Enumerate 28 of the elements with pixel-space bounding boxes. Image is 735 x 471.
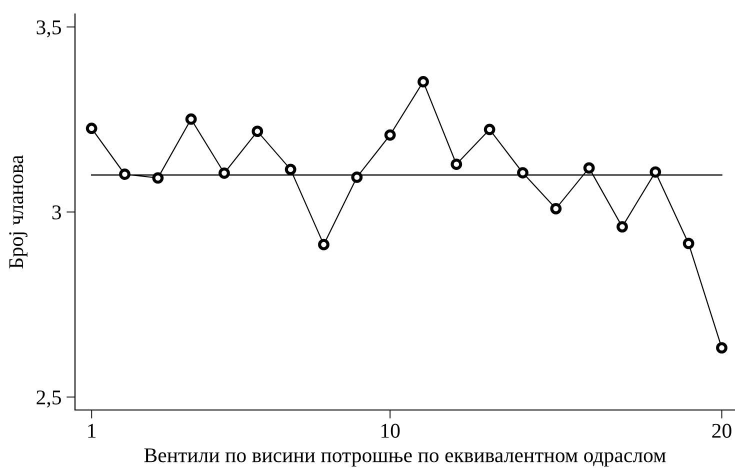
point — [252, 126, 264, 138]
y-tick-label: 3 — [52, 205, 61, 220]
point — [218, 167, 230, 179]
point — [351, 172, 363, 183]
point — [583, 162, 595, 174]
point — [384, 129, 396, 141]
point — [450, 158, 462, 170]
x-tick-label: 20 — [712, 424, 732, 438]
x-tick-label: 1 — [88, 424, 96, 438]
point — [484, 124, 496, 136]
point — [119, 168, 130, 180]
y-tick-label: 2,5 — [36, 390, 61, 408]
y-axis-title: Број чланова — [9, 155, 28, 269]
x-tick-label: 10 — [381, 424, 400, 438]
point — [616, 221, 628, 232]
point — [682, 238, 694, 250]
point — [284, 164, 296, 176]
point — [716, 342, 728, 354]
point — [650, 166, 662, 178]
point — [152, 172, 164, 184]
point — [418, 76, 429, 88]
point — [185, 113, 197, 125]
point — [318, 238, 330, 250]
point — [517, 167, 528, 178]
point — [550, 202, 562, 214]
point — [86, 122, 98, 134]
y-tick-label: 3,5 — [36, 20, 61, 38]
x-axis-title: Вентили по висини потрошње по еквивалентном одраслом — [144, 448, 666, 467]
